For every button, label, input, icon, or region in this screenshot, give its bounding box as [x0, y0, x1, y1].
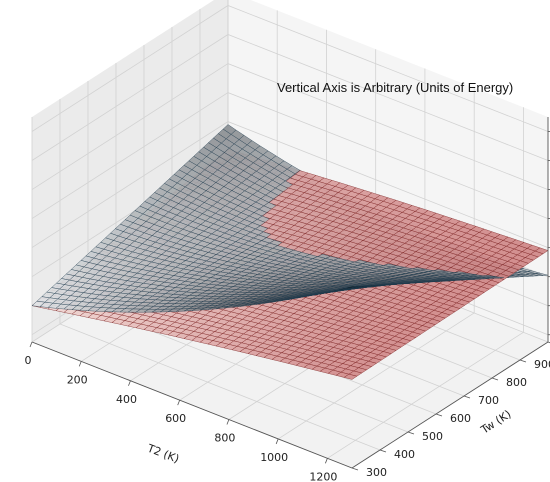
x-axis-line — [31, 341, 353, 469]
grid-line-z — [31, 92, 549, 219]
y-tick-mark — [379, 449, 387, 453]
x-tick-label: 800 — [214, 432, 235, 445]
y-tick-mark — [463, 395, 471, 399]
surfaces — [31, 124, 549, 380]
y-axis-label: Tw (K) — [478, 408, 514, 438]
y-axis-line — [351, 341, 549, 469]
y-tick-label: 600 — [450, 412, 471, 425]
left-wall-pane — [32, 0, 228, 342]
x-tick-mark — [275, 438, 279, 445]
y-tick-label: 900 — [534, 358, 550, 371]
x-tick-label: 400 — [116, 393, 137, 406]
y-tick-mark — [547, 341, 550, 344]
grid-line-z — [31, 5, 549, 132]
y-tick-mark — [407, 431, 415, 435]
z-axis-ticks: -0.20.00.20.40.60.81.01.2 — [548, 131, 550, 336]
axis-lines — [31, 117, 549, 469]
x-tick-label: 1000 — [260, 451, 288, 464]
x-tick-label: 600 — [165, 412, 186, 425]
x-axis-ticks: 0 200 400 600 800 1000 1200 — [25, 341, 337, 482]
grid-line-z — [31, 63, 549, 190]
x-tick-label: 1200 — [309, 470, 337, 482]
y-axis-ticks: 3004005006007008009001000 — [351, 341, 550, 479]
x-tick-mark — [325, 458, 328, 464]
x-axis-label: T2 (K) — [145, 441, 181, 465]
y-tick-label: 500 — [422, 430, 443, 443]
x-tick-mark — [29, 341, 33, 348]
y-tick-mark — [491, 377, 499, 381]
x-tick-mark — [226, 419, 230, 425]
x-tick-mark — [128, 380, 131, 386]
x-tick-mark — [177, 400, 181, 406]
y-tick-label: 800 — [506, 376, 527, 389]
grid-line-y — [59, 99, 381, 451]
y-tick-mark — [435, 413, 443, 417]
annotation-text: Vertical Axis is Arbitrary (Units of Ene… — [277, 80, 513, 95]
x-tick-mark — [78, 361, 82, 367]
x-tick-label: 200 — [67, 373, 88, 386]
grid-line-z — [31, 34, 549, 161]
grid-line-z — [31, 121, 549, 248]
surface-bone-cell — [343, 286, 357, 289]
y-tick-label: 400 — [394, 448, 415, 461]
y-tick-mark — [519, 359, 527, 363]
y-tick-label: 300 — [366, 466, 387, 479]
y-tick-mark — [351, 467, 359, 471]
surface-reds-cell — [343, 373, 358, 380]
x-tick-label: 0 — [25, 354, 32, 367]
y-tick-label: 700 — [478, 394, 499, 407]
